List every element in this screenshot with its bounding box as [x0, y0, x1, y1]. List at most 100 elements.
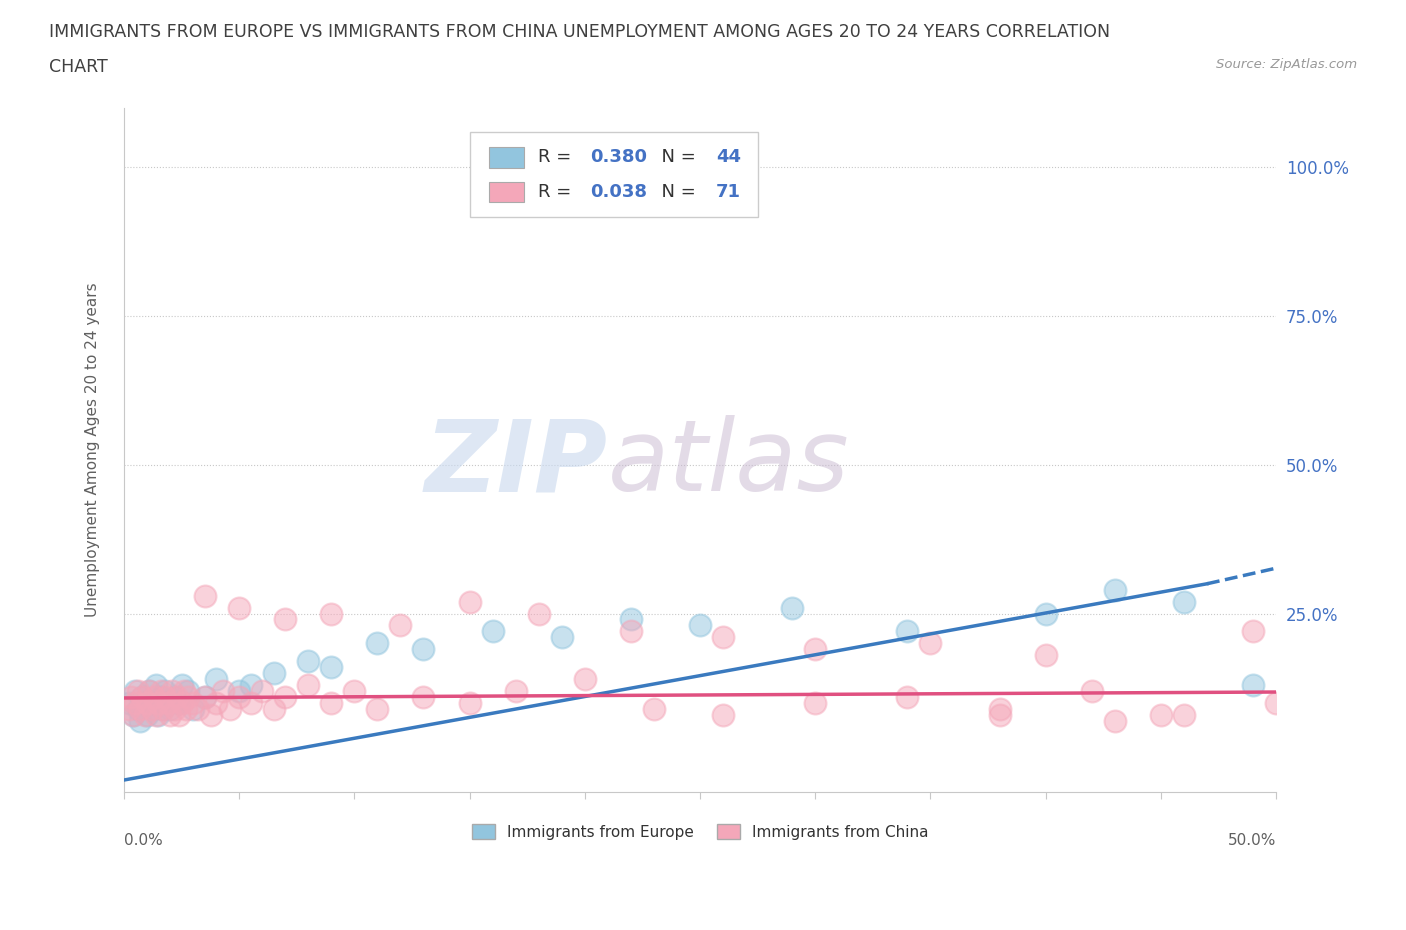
Point: [920, 636, 942, 651]
Point: [142, 689, 165, 704]
Point: [173, 684, 195, 698]
Point: [574, 671, 596, 686]
Point: [205, 696, 228, 711]
Point: [263, 701, 285, 716]
Point: [1241, 624, 1264, 639]
Point: [170, 677, 193, 692]
Point: [1241, 677, 1264, 692]
Point: [117, 701, 139, 716]
Point: [124, 684, 146, 698]
Point: [481, 624, 503, 639]
Point: [155, 684, 177, 698]
Point: [167, 707, 190, 722]
Point: [366, 636, 388, 651]
Point: [458, 594, 481, 609]
Point: [804, 696, 827, 711]
Point: [297, 677, 319, 692]
Point: [149, 689, 172, 704]
Text: N =: N =: [651, 149, 702, 166]
Point: [181, 696, 204, 711]
Point: [239, 677, 262, 692]
Point: [131, 689, 153, 704]
Point: [896, 689, 918, 704]
Point: [1173, 707, 1195, 722]
Point: [136, 696, 159, 711]
Point: [152, 701, 174, 716]
Point: [228, 600, 250, 615]
Point: [412, 689, 434, 704]
Text: 0.0%: 0.0%: [124, 833, 163, 848]
Point: [159, 707, 181, 722]
Point: [1357, 696, 1379, 711]
Point: [177, 689, 200, 704]
Point: [321, 696, 343, 711]
Point: [141, 701, 163, 716]
Point: [620, 624, 643, 639]
Point: [122, 707, 145, 722]
Point: [205, 671, 228, 686]
Y-axis label: Unemployment Among Ages 20 to 24 years: Unemployment Among Ages 20 to 24 years: [86, 283, 100, 618]
Point: [643, 701, 665, 716]
Point: [129, 701, 152, 716]
Point: [366, 701, 388, 716]
Point: [136, 707, 159, 722]
Point: [620, 612, 643, 627]
Point: [174, 701, 197, 716]
FancyBboxPatch shape: [470, 132, 758, 218]
Point: [122, 707, 145, 722]
Point: [200, 707, 222, 722]
Point: [321, 606, 343, 621]
Point: [117, 696, 139, 711]
Point: [163, 701, 186, 716]
Point: [138, 684, 160, 698]
Point: [170, 696, 193, 711]
Point: [145, 677, 167, 692]
Point: [166, 689, 188, 704]
Point: [321, 659, 343, 674]
Point: [148, 696, 170, 711]
Point: [152, 701, 174, 716]
Point: [1104, 582, 1126, 597]
Point: [1035, 606, 1057, 621]
Point: [134, 696, 156, 711]
Point: [228, 689, 250, 704]
Point: [138, 684, 160, 698]
Point: [343, 684, 366, 698]
Point: [193, 689, 215, 704]
Legend: Immigrants from Europe, Immigrants from China: Immigrants from Europe, Immigrants from …: [465, 817, 935, 846]
Point: [988, 701, 1011, 716]
Text: atlas: atlas: [607, 415, 849, 512]
Text: ZIP: ZIP: [425, 415, 607, 512]
Point: [163, 689, 186, 704]
Point: [141, 701, 163, 716]
Point: [1173, 594, 1195, 609]
Text: CHART: CHART: [49, 58, 108, 75]
Point: [505, 684, 527, 698]
Point: [1265, 696, 1288, 711]
Text: N =: N =: [651, 183, 702, 201]
Point: [297, 654, 319, 669]
Point: [148, 707, 170, 722]
Point: [1150, 707, 1173, 722]
Text: IMMIGRANTS FROM EUROPE VS IMMIGRANTS FROM CHINA UNEMPLOYMENT AMONG AGES 20 TO 24: IMMIGRANTS FROM EUROPE VS IMMIGRANTS FRO…: [49, 23, 1111, 41]
Point: [896, 624, 918, 639]
Point: [156, 696, 179, 711]
Point: [127, 701, 149, 716]
Text: 71: 71: [716, 183, 741, 201]
Point: [389, 618, 412, 632]
Point: [274, 689, 297, 704]
FancyBboxPatch shape: [489, 147, 523, 167]
Point: [274, 612, 297, 627]
Point: [193, 589, 215, 604]
Point: [1104, 713, 1126, 728]
Point: [134, 707, 156, 722]
Point: [219, 701, 242, 716]
Point: [228, 684, 250, 698]
Point: [527, 606, 550, 621]
Text: R =: R =: [537, 183, 576, 201]
Point: [124, 696, 146, 711]
Point: [551, 630, 574, 644]
Point: [162, 684, 184, 698]
Point: [804, 642, 827, 657]
Text: 0.038: 0.038: [591, 183, 648, 201]
